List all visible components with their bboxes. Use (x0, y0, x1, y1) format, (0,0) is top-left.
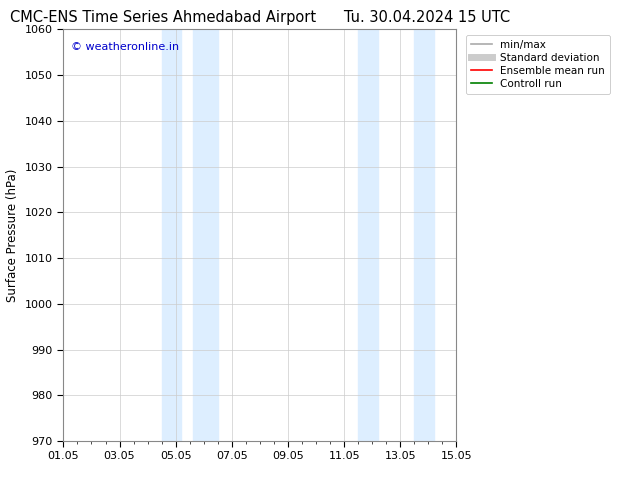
Title: CMC-ENS Time Series Ahmedabad Airport      Tu. 30.04.2024 15 UTC: CMC-ENS Time Series Ahmedabad Airport Tu… (10, 10, 510, 25)
Bar (415, 29, 434, 441)
Legend: min/max, Standard deviation, Ensemble mean run, Controll run: min/max, Standard deviation, Ensemble me… (465, 35, 610, 95)
Text: © weatheronline.in: © weatheronline.in (71, 42, 179, 52)
Bar (193, 29, 218, 441)
Y-axis label: Surface Pressure (hPa): Surface Pressure (hPa) (6, 169, 19, 302)
Bar (358, 29, 378, 441)
Bar (162, 29, 181, 441)
